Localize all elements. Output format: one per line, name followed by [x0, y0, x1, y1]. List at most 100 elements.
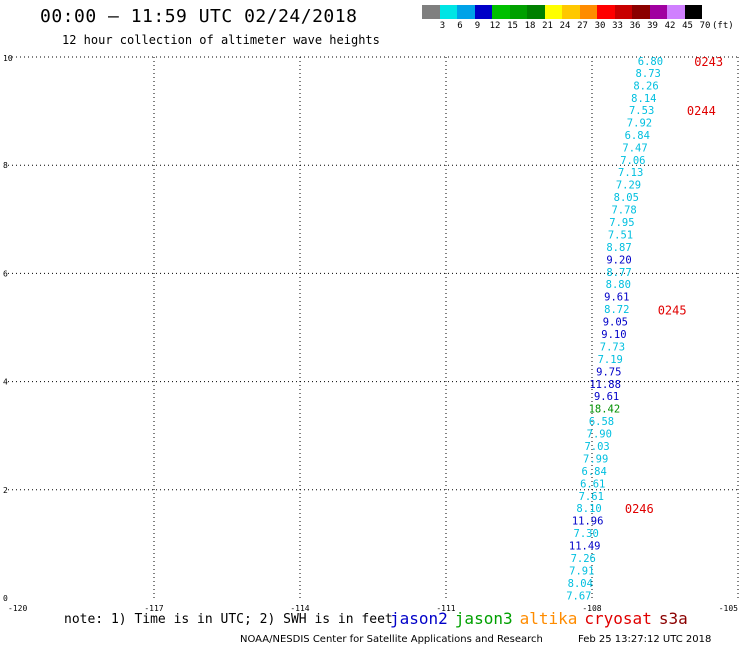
wave-height-value: 6.61 — [580, 478, 605, 490]
wave-height-value: 7.61 — [579, 491, 604, 503]
wave-height-value: 8.77 — [606, 267, 631, 279]
wave-height-value: 8.87 — [606, 242, 631, 254]
y-tick-label: 10 — [3, 54, 13, 63]
wave-height-value: 7.06 — [620, 155, 645, 167]
satellite-cryosat: cryosat — [584, 609, 652, 628]
scale-swatch-70 — [684, 5, 702, 19]
wave-height-value: 6.58 — [589, 416, 614, 428]
chart-subtitle: 12 hour collection of altimeter wave hei… — [62, 33, 380, 47]
wave-height-value: 8.80 — [606, 279, 631, 291]
satellite-legend: jason2 jason3 altika cryosat s3a — [390, 609, 695, 628]
scale-label-9: 9 — [474, 21, 481, 31]
wave-height-value: 7.53 — [629, 105, 654, 117]
wave-height-value: 7.67 — [566, 590, 591, 602]
scale-swatch-6 — [439, 5, 457, 19]
scale-swatch-36 — [614, 5, 632, 19]
satellite-jason2: jason2 — [390, 609, 448, 628]
color-scale-legend — [422, 5, 702, 19]
scale-swatch-9 — [457, 5, 475, 19]
color-scale-labels: 3 6 9 12 15 18 21 24 27 30 33 36 39 42 45 70 (ft) — [422, 21, 740, 33]
wave-height-value: 6.84 — [582, 466, 607, 478]
scale-label-33: 33 — [612, 21, 623, 31]
wave-height-value: 8.05 — [614, 192, 639, 204]
wave-height-value: 9.05 — [603, 317, 628, 329]
scale-swatch-33 — [597, 5, 615, 19]
scale-label-3: 3 — [439, 21, 446, 31]
x-tick-label: -111 — [436, 604, 455, 613]
x-tick-label: -120 — [8, 604, 27, 613]
scale-swatch-3 — [422, 5, 440, 19]
chart-title: 00:00 – 11:59 UTC 02/24/2018 — [40, 6, 358, 27]
scale-swatch-30 — [579, 5, 597, 19]
scale-label-45: 45 — [682, 21, 693, 31]
scale-label-21: 21 — [542, 21, 553, 31]
x-tick-label: -108 — [582, 604, 601, 613]
wave-height-value: 7.13 — [618, 167, 643, 179]
y-tick-label: 0 — [3, 594, 8, 603]
scale-label-36: 36 — [629, 21, 641, 31]
x-tick-label: -114 — [290, 604, 309, 613]
wave-height-value: 7.19 — [598, 354, 623, 366]
scale-swatch-15 — [492, 5, 510, 19]
wave-height-value: 11.49 — [569, 541, 601, 553]
wave-height-value: 7.78 — [611, 205, 636, 217]
scale-swatch-12 — [474, 5, 492, 19]
pass-time-label: 0245 — [658, 304, 687, 318]
pass-time-label: 0243 — [694, 55, 723, 69]
wave-height-value: 7.90 — [587, 429, 612, 441]
satellite-altika: altika — [519, 609, 578, 628]
y-tick-label: 6 — [3, 269, 8, 278]
wave-height-value: 7.73 — [600, 341, 625, 353]
pass-time-label: 0244 — [687, 104, 716, 118]
wave-height-value: 7.26 — [571, 553, 596, 565]
scale-swatch-24 — [544, 5, 562, 19]
pass-time-label: 0246 — [625, 502, 654, 516]
wave-height-value: 7.47 — [622, 142, 647, 154]
wave-height-value: 7.51 — [608, 229, 633, 241]
wave-height-value: 8.04 — [568, 578, 593, 590]
scale-swatch-39 — [632, 5, 650, 19]
wave-height-value: 7.29 — [616, 180, 641, 192]
credit-line: NOAA/NESDIS Center for Satellite Applica… — [240, 634, 543, 645]
wave-height-value: 6.84 — [625, 130, 650, 142]
scale-swatch-27 — [562, 5, 580, 19]
wave-height-value: 8.10 — [576, 503, 601, 515]
scale-label-6: 6 — [457, 21, 463, 31]
wave-height-value: 9.20 — [606, 254, 631, 266]
scale-label-39: 39 — [647, 21, 658, 31]
wave-height-value: 9.10 — [601, 329, 626, 341]
wave-height-value: 18.42 — [589, 404, 621, 416]
wave-height-value: 9.75 — [596, 366, 621, 378]
y-tick-label: 4 — [3, 378, 8, 387]
wave-height-value: 9.61 — [594, 391, 619, 403]
wave-height-value: 7.95 — [609, 217, 634, 229]
x-tick-label: -105 — [719, 604, 738, 613]
x-tick-label: -117 — [144, 604, 163, 613]
scale-label-24: 24 — [559, 21, 571, 31]
scale-label-70: 70 — [699, 21, 711, 31]
wave-height-value: 7.92 — [627, 117, 652, 129]
wave-height-value: 11.88 — [589, 379, 621, 391]
y-tick-label: 8 — [3, 161, 8, 170]
wave-height-value: 9.61 — [604, 292, 629, 304]
scale-swatch-45 — [667, 5, 685, 19]
wave-height-value: 8.73 — [636, 68, 661, 80]
scale-label-18: 18 — [524, 21, 536, 31]
wave-height-value: 11.96 — [572, 516, 604, 528]
scale-swatch-42 — [649, 5, 667, 19]
scale-unit-label: (ft) — [712, 21, 734, 31]
scale-swatch-21 — [527, 5, 545, 19]
scale-swatch-18 — [509, 5, 527, 19]
wave-height-value: 8.72 — [604, 304, 629, 316]
wave-height-value: 6.80 — [638, 56, 663, 68]
wave-height-value: 7.91 — [569, 565, 594, 577]
wave-height-value: 7.99 — [583, 453, 608, 465]
scale-label-12: 12 — [489, 21, 501, 31]
wave-height-value: 7.30 — [574, 528, 599, 540]
wave-height-value: 7.03 — [584, 441, 609, 453]
y-tick-label: 2 — [3, 486, 8, 495]
scale-label-15: 15 — [507, 21, 518, 31]
wave-height-value: 8.26 — [633, 81, 658, 93]
satellite-s3a: s3a — [658, 609, 688, 628]
